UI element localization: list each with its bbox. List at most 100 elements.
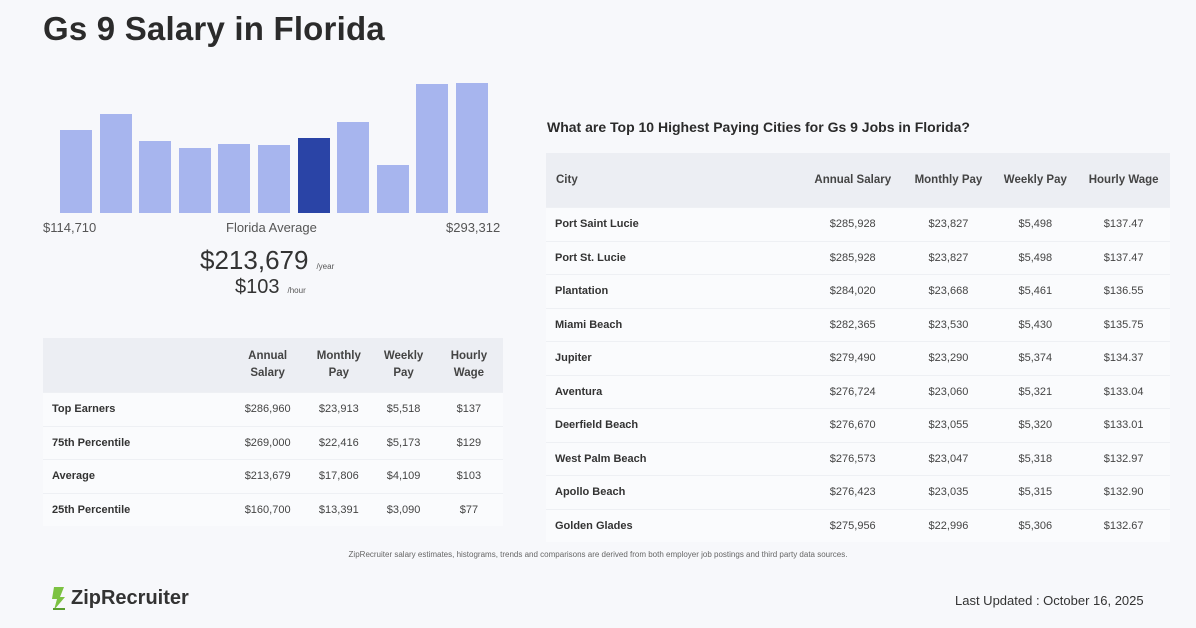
- average-annual-value: $213,679: [200, 245, 309, 275]
- table-row: 25th Percentile $160,700 $13,391 $3,090 $77: [43, 492, 503, 526]
- table-cell: $137.47: [1077, 207, 1170, 241]
- table-cell: $5,498: [993, 240, 1078, 275]
- histogram-center-label: Florida Average: [226, 220, 317, 235]
- table-cell: $13,391: [305, 492, 373, 526]
- histogram-bar: [139, 141, 172, 213]
- row-label: 75th Percentile: [43, 425, 230, 460]
- table-cell: $5,315: [993, 475, 1078, 509]
- cities-table: City Annual Salary Monthly Pay Weekly Pay Ho…: [546, 153, 1170, 542]
- table-cell: $5,306: [993, 508, 1078, 542]
- column-header: Hourly Wage: [1077, 153, 1170, 208]
- column-header: Monthly Pay: [305, 338, 373, 393]
- table-cell: $286,960: [230, 392, 306, 426]
- row-label: Plantation: [546, 274, 802, 308]
- row-label: Golden Glades: [546, 508, 802, 542]
- average-annual-salary: $213,679/year: [200, 245, 334, 276]
- page-title: Gs 9 Salary in Florida: [43, 10, 385, 47]
- table-cell: $23,290: [903, 341, 994, 375]
- histogram-bar-average: [297, 138, 330, 213]
- table-row: Deerfield Beach $276,670 $23,055 $5,320 $133…: [546, 408, 1170, 442]
- table-cell: $269,000: [230, 425, 306, 460]
- table-cell: $279,490: [802, 341, 904, 375]
- salary-histogram: [60, 80, 488, 213]
- table-cell: $282,365: [802, 307, 904, 342]
- table-cell: $5,320: [993, 408, 1078, 442]
- table-row: Aventura $276,724 $23,060 $5,321 $133.04: [546, 374, 1170, 409]
- table-cell: $132.67: [1077, 508, 1170, 542]
- table-cell: $134.37: [1077, 341, 1170, 375]
- row-label: Miami Beach: [546, 307, 802, 342]
- table-cell: $4,109: [372, 459, 435, 493]
- table-cell: $276,423: [802, 475, 904, 509]
- table-cell: $23,913: [305, 392, 373, 426]
- table-cell: $275,956: [802, 508, 904, 542]
- row-label: Jupiter: [546, 341, 802, 375]
- table-cell: $3,090: [372, 492, 435, 526]
- table-cell: $23,530: [903, 307, 994, 342]
- table-cell: $5,173: [372, 425, 435, 460]
- row-label: 25th Percentile: [43, 492, 230, 526]
- table-cell: $276,670: [802, 408, 904, 442]
- percentile-table-header: Annual Salary Monthly Pay Weekly Pay Hourly…: [43, 338, 503, 393]
- table-row: Plantation $284,020 $23,668 $5,461 $136.55: [546, 274, 1170, 308]
- row-label: West Palm Beach: [546, 441, 802, 476]
- ziprecruiter-logo[interactable]: ZipRecruiter: [50, 585, 189, 611]
- table-cell: $133.04: [1077, 374, 1170, 409]
- table-row: Apollo Beach $276,423 $23,035 $5,315 $132.90: [546, 475, 1170, 509]
- table-cell: $284,020: [802, 274, 904, 308]
- cities-table-body: Port Saint Lucie $285,928 $23,827 $5,498 $13…: [546, 207, 1170, 542]
- table-cell: $5,374: [993, 341, 1078, 375]
- table-row: Miami Beach $282,365 $23,530 $5,430 $135.75: [546, 307, 1170, 342]
- table-cell: $5,318: [993, 441, 1078, 476]
- table-cell: $137: [434, 392, 503, 426]
- histogram-bar: [178, 148, 211, 213]
- histogram-bar: [376, 165, 409, 213]
- column-header: Monthly Pay: [903, 153, 994, 208]
- table-cell: $135.75: [1077, 307, 1170, 342]
- table-row: 75th Percentile $269,000 $22,416 $5,173 $129: [43, 425, 503, 460]
- row-label: Port St. Lucie: [546, 240, 802, 275]
- table-cell: $5,498: [993, 207, 1078, 241]
- table-cell: $276,724: [802, 374, 904, 409]
- histogram-bar: [416, 84, 449, 213]
- histogram-max-label: $293,312: [446, 220, 501, 235]
- column-header: Weekly Pay: [993, 153, 1078, 208]
- table-cell: $285,928: [802, 207, 904, 241]
- histogram-bar: [218, 144, 251, 213]
- percentile-table-body: Top Earners $286,960 $23,913 $5,518 $137 75th…: [43, 392, 503, 526]
- table-cell: $23,827: [903, 207, 994, 241]
- column-header: [43, 338, 230, 393]
- table-cell: $23,055: [903, 408, 994, 442]
- row-label: Port Saint Lucie: [546, 207, 802, 241]
- disclaimer: ZipRecruiter salary estimates, histogram…: [348, 550, 848, 559]
- table-cell: $5,430: [993, 307, 1078, 342]
- table-row: West Palm Beach $276,573 $23,047 $5,318 $132…: [546, 441, 1170, 476]
- row-label: Deerfield Beach: [546, 408, 802, 442]
- table-cell: $5,518: [372, 392, 435, 426]
- table-row: Average $213,679 $17,806 $4,109 $103: [43, 459, 503, 493]
- row-label: Apollo Beach: [546, 475, 802, 509]
- table-row: Port St. Lucie $285,928 $23,827 $5,498 $137.…: [546, 240, 1170, 275]
- table-cell: $22,996: [903, 508, 994, 542]
- table-cell: $132.90: [1077, 475, 1170, 509]
- table-cell: $136.55: [1077, 274, 1170, 308]
- last-updated: Last Updated : October 16, 2025: [955, 593, 1144, 608]
- ziprecruiter-icon: [52, 587, 65, 610]
- table-cell: $23,060: [903, 374, 994, 409]
- histogram-bar: [99, 114, 132, 213]
- average-hourly-unit: /hour: [287, 286, 306, 295]
- table-cell: $23,035: [903, 475, 994, 509]
- column-header: Annual Salary: [230, 338, 306, 393]
- logo-text: ZipRecruiter: [71, 586, 189, 609]
- table-cell: $77: [434, 492, 503, 526]
- histogram-min-label: $114,710: [43, 220, 97, 235]
- column-header: Hourly Wage: [434, 338, 503, 393]
- row-label: Aventura: [546, 374, 802, 409]
- table-cell: $213,679: [230, 459, 306, 493]
- table-cell: $17,806: [305, 459, 373, 493]
- column-header: City: [546, 153, 802, 208]
- table-cell: $23,668: [903, 274, 994, 308]
- table-cell: $23,047: [903, 441, 994, 476]
- table-row: Jupiter $279,490 $23,290 $5,374 $134.37: [546, 341, 1170, 375]
- table-cell: $285,928: [802, 240, 904, 275]
